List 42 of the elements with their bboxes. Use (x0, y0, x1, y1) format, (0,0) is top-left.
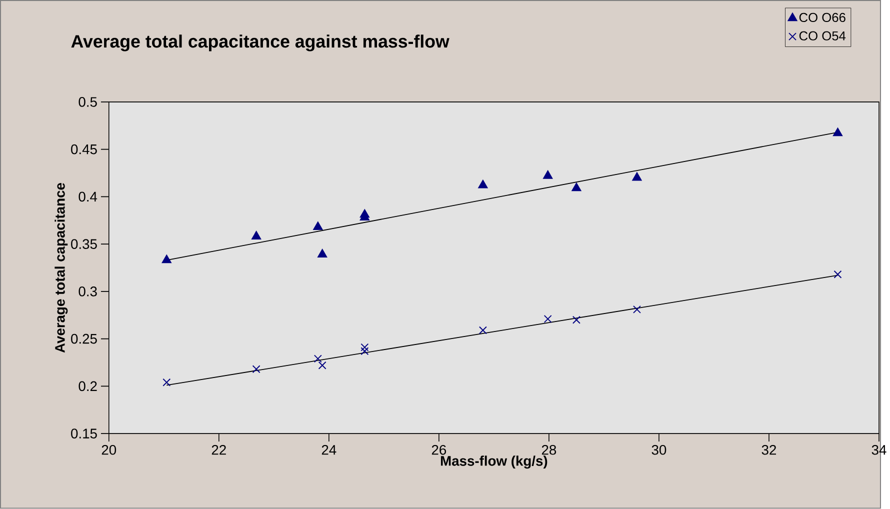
x-tick-label: 32 (762, 445, 776, 455)
point (318, 249, 328, 258)
x-tick-label: 28 (542, 445, 556, 455)
point (360, 209, 370, 218)
y-tick-label: 0.3 (78, 286, 97, 296)
y-tick-label: 0.4 (78, 192, 98, 202)
point (252, 365, 260, 374)
y-tick-label: 0.2 (78, 381, 97, 392)
legend-label: CO O54 (799, 31, 846, 41)
point (313, 222, 323, 230)
y-tick-label: 0.15 (71, 428, 97, 439)
point (360, 343, 369, 352)
x-tick-label: 30 (652, 445, 666, 455)
point (314, 354, 322, 363)
point (252, 231, 262, 240)
point (318, 361, 326, 370)
x-tick-label: 22 (212, 445, 226, 455)
point (572, 316, 580, 324)
point (162, 254, 172, 264)
point (834, 270, 842, 278)
point (632, 172, 642, 181)
point (544, 315, 552, 324)
chart-title: Average total capacitance against mass-flow (71, 34, 450, 52)
legend-label: CO O66 (799, 13, 846, 22)
x-tick-label: 34 (872, 445, 886, 455)
point (478, 180, 488, 188)
y-tick-label: 0.5 (78, 97, 97, 107)
point (632, 306, 641, 314)
y-axis-title: Average total capacitance (54, 183, 68, 353)
x-axis-title: Mass-flow (kg/s) (440, 456, 548, 469)
y-tick-label: 0.25 (71, 334, 97, 344)
point (543, 170, 553, 179)
point (360, 347, 369, 356)
point (572, 182, 582, 192)
point (478, 326, 487, 334)
point (832, 128, 843, 136)
x-tick-label: 26 (432, 445, 446, 455)
x-tick-label: 20 (102, 445, 116, 455)
point (162, 378, 171, 386)
x-tick-label: 24 (322, 445, 336, 455)
y-tick-label: 0.35 (71, 239, 97, 250)
y-tick-label: 0.45 (71, 144, 97, 154)
